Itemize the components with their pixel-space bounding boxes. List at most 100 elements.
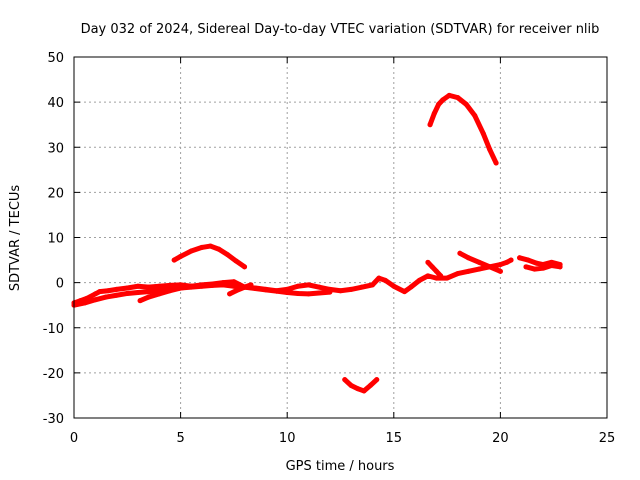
data-point bbox=[367, 383, 373, 389]
x-tick-label: 15 bbox=[386, 431, 403, 446]
data-point bbox=[156, 291, 162, 297]
data-point bbox=[146, 289, 152, 295]
data-point bbox=[425, 259, 431, 265]
data-point bbox=[114, 292, 120, 298]
data-point bbox=[178, 253, 184, 259]
data-point bbox=[534, 260, 540, 266]
x-tick-label: 10 bbox=[279, 431, 296, 446]
data-point bbox=[284, 290, 290, 296]
data-point bbox=[446, 92, 452, 98]
data-point bbox=[171, 257, 177, 263]
data-point bbox=[220, 282, 226, 288]
data-point bbox=[146, 284, 152, 290]
data-point bbox=[549, 262, 555, 268]
x-axis-label: GPS time / hours bbox=[286, 459, 395, 474]
data-series bbox=[71, 92, 563, 394]
data-point bbox=[455, 95, 461, 101]
y-tick-label: 0 bbox=[56, 277, 64, 292]
data-point bbox=[476, 266, 482, 272]
data-point bbox=[199, 244, 205, 250]
series-line bbox=[425, 259, 444, 279]
data-point bbox=[105, 288, 111, 294]
x-tick-label: 25 bbox=[599, 431, 616, 446]
data-point bbox=[295, 283, 301, 289]
axis-ticks: 0 5 10 15 20 25 -30 -20 -10 0 10 20 30 40 50 bbox=[43, 51, 616, 446]
data-point bbox=[361, 388, 367, 394]
data-point bbox=[416, 277, 422, 283]
data-point bbox=[274, 288, 280, 294]
data-point bbox=[487, 147, 493, 153]
data-point bbox=[167, 282, 173, 288]
series-segment-3h bbox=[137, 283, 194, 304]
data-point bbox=[167, 288, 173, 294]
data-point bbox=[263, 287, 269, 293]
data-point bbox=[427, 122, 433, 128]
data-point bbox=[199, 283, 205, 289]
data-point bbox=[429, 264, 435, 270]
data-point bbox=[438, 273, 444, 279]
data-point bbox=[327, 289, 333, 295]
series-segment-22h-lower bbox=[523, 262, 563, 272]
y-tick-label: 30 bbox=[47, 141, 64, 156]
data-point bbox=[382, 277, 388, 283]
data-point bbox=[348, 383, 354, 389]
series-segment-8h bbox=[227, 282, 254, 297]
data-point bbox=[425, 273, 431, 279]
data-point bbox=[242, 284, 248, 290]
data-point bbox=[472, 113, 478, 119]
data-point bbox=[231, 283, 237, 289]
data-point bbox=[114, 286, 120, 292]
data-point bbox=[408, 284, 414, 290]
data-point bbox=[532, 266, 538, 272]
data-point bbox=[493, 160, 499, 166]
data-point bbox=[316, 290, 322, 296]
data-point bbox=[465, 268, 471, 274]
series-dip-13h bbox=[342, 377, 380, 394]
data-point bbox=[306, 291, 312, 297]
data-point bbox=[225, 252, 231, 258]
series-line bbox=[171, 243, 248, 270]
data-point bbox=[540, 265, 546, 271]
y-axis-label: SDTVAR / TECUs bbox=[8, 185, 23, 292]
data-point bbox=[188, 283, 194, 289]
y-tick-label: 10 bbox=[47, 232, 64, 247]
data-point bbox=[557, 264, 563, 270]
data-point bbox=[82, 300, 88, 306]
data-point bbox=[231, 279, 237, 285]
y-tick-label: 40 bbox=[47, 96, 64, 111]
chart-title: Day 032 of 2024, Sidereal Day-to-day VTE… bbox=[81, 22, 600, 37]
data-point bbox=[431, 110, 437, 116]
data-point bbox=[523, 264, 529, 270]
data-point bbox=[525, 257, 531, 263]
data-point bbox=[216, 246, 222, 252]
series-arc-morning bbox=[171, 243, 248, 270]
data-point bbox=[233, 258, 239, 264]
series-arc-17h bbox=[427, 92, 499, 166]
data-point bbox=[252, 285, 258, 291]
data-point bbox=[227, 291, 233, 297]
x-tick-label: 0 bbox=[70, 431, 78, 446]
series-segment-17h bbox=[425, 259, 444, 279]
data-point bbox=[342, 377, 348, 383]
data-point bbox=[97, 289, 103, 295]
grid bbox=[74, 57, 607, 418]
data-point bbox=[355, 386, 361, 392]
data-point bbox=[463, 101, 469, 107]
data-point bbox=[92, 291, 98, 297]
data-point bbox=[480, 131, 486, 137]
data-point bbox=[517, 255, 523, 261]
data-point bbox=[369, 282, 375, 288]
y-tick-label: -20 bbox=[43, 367, 64, 382]
data-point bbox=[401, 289, 407, 295]
data-point bbox=[248, 282, 254, 288]
data-point bbox=[455, 271, 461, 277]
data-point bbox=[103, 294, 109, 300]
data-point bbox=[504, 259, 510, 265]
data-point bbox=[124, 290, 130, 296]
data-point bbox=[465, 255, 471, 261]
data-point bbox=[233, 288, 239, 294]
data-point bbox=[476, 259, 482, 265]
data-point bbox=[188, 248, 194, 254]
data-point bbox=[135, 283, 141, 289]
data-point bbox=[242, 264, 248, 270]
